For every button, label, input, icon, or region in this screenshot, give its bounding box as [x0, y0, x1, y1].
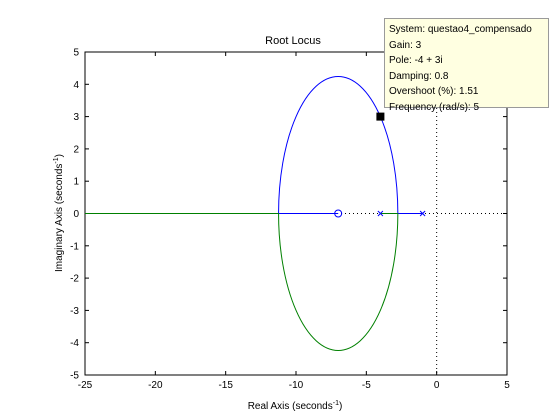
x-tick-label: 5 [504, 380, 510, 391]
y-axis-label: Imaginary Axis (seconds-1) [53, 154, 65, 272]
x-tick-label: -25 [78, 380, 93, 391]
y-tick-label: -3 [70, 306, 79, 317]
y-axis-label-suffix: ) [54, 154, 65, 157]
y-tick-label: -2 [70, 274, 79, 285]
x-axis-label-superscript: -1 [333, 400, 339, 407]
zero-marker [334, 209, 343, 218]
y-tick-label: 0 [73, 209, 79, 220]
pole-marker [377, 210, 384, 217]
pole-marker [419, 210, 426, 217]
y-tick-label: 1 [73, 177, 79, 188]
x-axis-label-text: Real Axis (seconds [248, 401, 333, 412]
x-axis-label-suffix: ) [339, 401, 342, 412]
x-tick-label: -15 [218, 380, 233, 391]
y-tick-label: 5 [73, 48, 79, 59]
datatip-damping: Damping: 0.8 [389, 70, 449, 82]
y-axis-label-text: Imaginary Axis (seconds [54, 164, 65, 272]
datatip-overshoot: Overshoot (%): 1.51 [389, 86, 479, 97]
y-tick-label: 3 [73, 112, 79, 123]
locus-branch-lower [85, 213, 399, 351]
datatip[interactable]: System: questao4_compensado Gain: 3 Pole… [384, 18, 549, 113]
x-tick-label: -20 [148, 380, 163, 391]
selected-point-marker [376, 112, 385, 121]
y-tick-label: -5 [70, 371, 79, 382]
y-tick-label: 4 [73, 80, 79, 91]
chart-title: Root Locus [265, 35, 321, 47]
y-tick-label: 2 [73, 144, 79, 155]
datatip-gain: Gain: 3 [389, 39, 422, 51]
x-axis-label: Real Axis (seconds-1) [248, 400, 343, 412]
x-tick-label: -10 [289, 380, 304, 391]
x-tick-label: -5 [362, 380, 371, 391]
x-tick-label: 0 [434, 380, 440, 391]
y-tick-label: -1 [70, 241, 79, 252]
y-axis-label-superscript: -1 [53, 157, 60, 163]
y-tick-label: -4 [70, 338, 79, 349]
datatip-pole: Pole: -4 + 3i [389, 55, 443, 66]
datatip-system: System: questao4_compensado [389, 24, 532, 35]
locus-branch-upper [278, 76, 423, 214]
datatip-frequency: Frequency (rad/s): 5 [389, 101, 480, 113]
